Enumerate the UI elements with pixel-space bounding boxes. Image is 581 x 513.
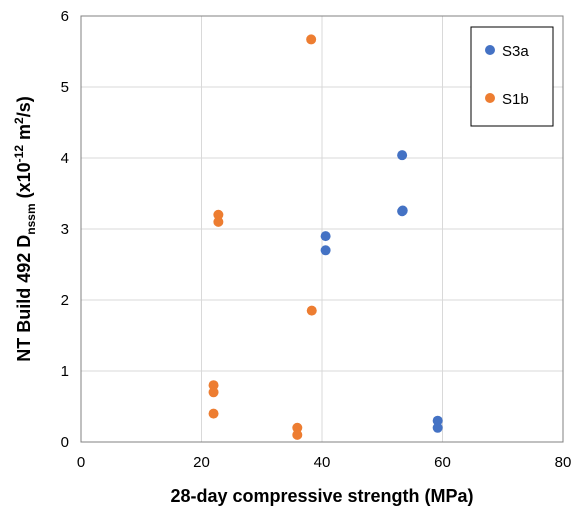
x-tick-label: 80 [555,454,572,471]
point-s3a [397,205,408,216]
x-axis-title: 28-day compressive strength (MPa) [170,486,473,506]
point-s1b [213,216,224,227]
x-tick-label: 40 [314,454,331,471]
x-tick-label: 0 [77,454,85,471]
point-s3a [320,231,331,242]
point-s1b [208,387,219,398]
grid-lines [81,16,563,442]
point-s3a [397,150,408,161]
legend-label-s1b: S1b [502,91,529,108]
point-s1b [208,380,219,391]
legend-box [470,26,554,127]
legend-marker-s1b [485,93,495,103]
y-axis-title-unit-exp: 2 [12,117,26,124]
point-s3a [320,245,331,256]
x-axis-ticks: 0 20 40 60 80 [77,454,572,471]
point-s1b [292,422,303,433]
y-axis-title-unit-mid: m [14,124,34,145]
y-tick-label: 3 [61,221,69,238]
y-axis-title: NT Build 492 Dnssm (x10-12 m2/s) [12,96,38,361]
y-axis-title-exponent: -12 [12,145,26,163]
legend-marker-s3a [485,45,495,55]
y-axis-title-unit-suffix: /s) [14,96,34,117]
point-s3a [432,415,443,426]
y-tick-label: 5 [61,79,69,96]
point-s1b [306,305,317,316]
plot-area-frame [80,15,564,443]
legend-label-s3a: S3a [502,43,529,60]
x-tick-label: 60 [434,454,451,471]
y-tick-label: 4 [61,150,69,167]
y-tick-label: 1 [61,363,69,380]
point-s1b [306,34,317,45]
y-tick-label: 0 [61,434,69,451]
data-points [208,34,443,440]
y-axis-title-subscript: nssm [24,203,38,234]
legend: S3a S1b [470,26,554,127]
point-s1b [208,408,219,419]
point-s1b [213,209,224,220]
x-tick-label: 20 [193,454,210,471]
point-s3a [432,422,443,433]
y-tick-label: 6 [61,8,69,25]
y-tick-label: 2 [61,292,69,309]
y-axis-ticks: 0 1 2 3 4 5 6 [61,8,69,451]
y-axis-title-main: NT Build 492 D [14,235,34,362]
point-s1b [292,429,303,440]
y-axis-title-unit-prefix: (x10 [14,162,34,203]
